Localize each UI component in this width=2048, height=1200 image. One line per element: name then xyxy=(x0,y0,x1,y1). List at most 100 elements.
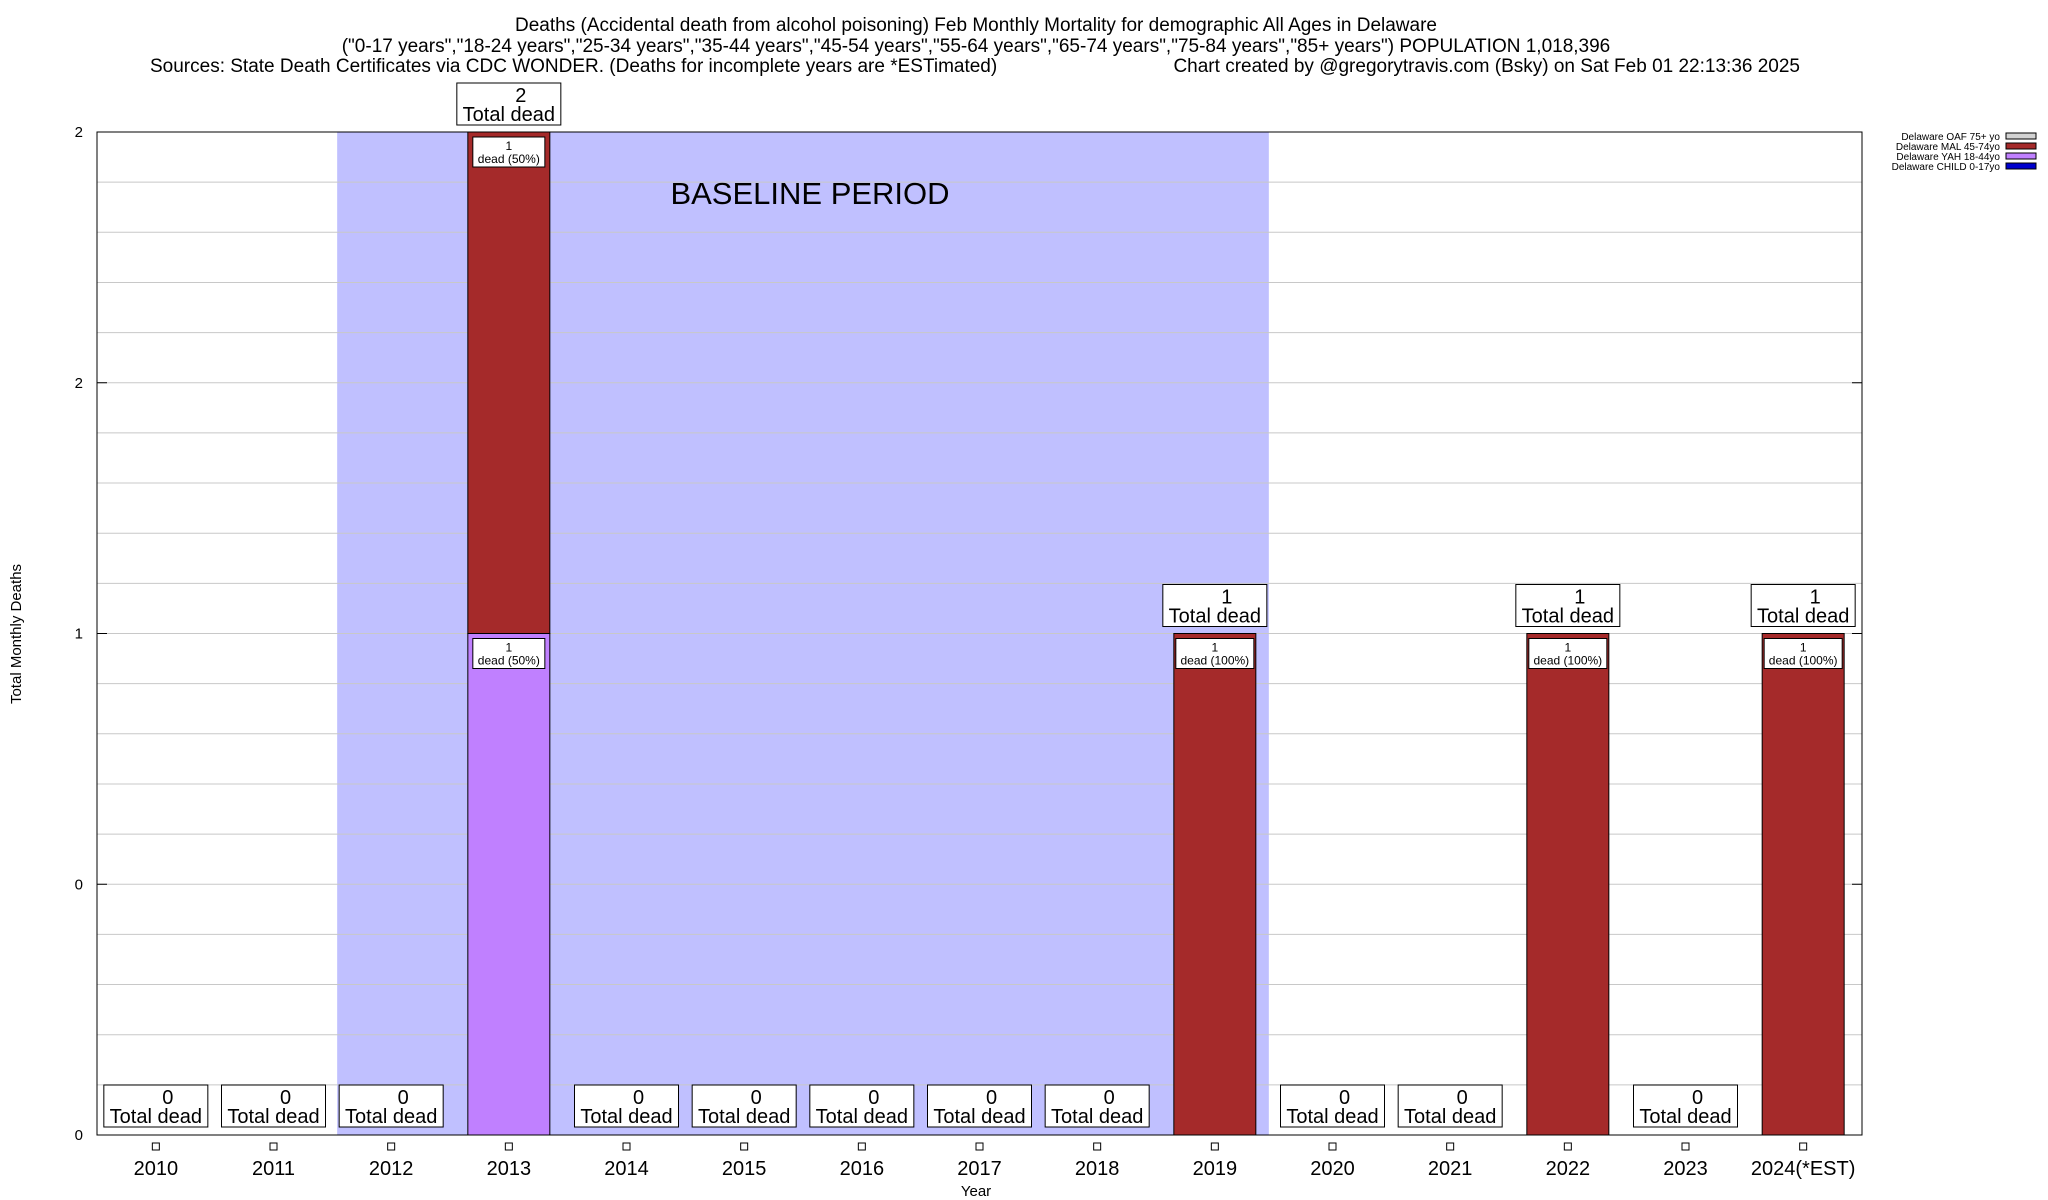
total-label-box xyxy=(1044,1084,1150,1128)
segment-label-count: 1 xyxy=(505,641,512,655)
x-tick-label: 2011 xyxy=(252,1158,295,1180)
title-line-1: Deaths (Accidental death from alcohol po… xyxy=(515,15,1437,36)
baseline-label: BASELINE PERIOD xyxy=(670,176,949,211)
x-tick-label: 2015 xyxy=(722,1158,767,1180)
total-label-value: 0 xyxy=(1457,1087,1468,1109)
total-label-value: 0 xyxy=(162,1087,173,1109)
x-tick-marker xyxy=(1563,1142,1572,1151)
title-line-4: Chart created by @gregorytravis.com (Bsk… xyxy=(1173,56,1800,77)
y-axis-label: Total Monthly Deaths xyxy=(8,564,25,704)
x-tick-label: 2014 xyxy=(604,1158,649,1180)
x-tick-marker xyxy=(269,1142,278,1151)
segment-label-text: dead (100%) xyxy=(1533,654,1602,668)
legend-label: Delaware MAL 45-74yo xyxy=(1896,142,2001,153)
segment-label-count: 1 xyxy=(505,139,512,153)
total-label-text: Total dead xyxy=(1757,606,1849,628)
total-label-text: Total dead xyxy=(816,1106,908,1128)
axes: 0 0 1 2 2 2010 2011 2012 2013 2014 2015 2016 2017 201… xyxy=(8,124,1863,1200)
x-tick-marker xyxy=(1328,1142,1337,1151)
total-label-text: Total dead xyxy=(1051,1106,1143,1128)
total-label-value: 0 xyxy=(986,1087,997,1109)
total-label-box xyxy=(103,1084,209,1128)
total-label-box xyxy=(1633,1084,1738,1128)
x-tick-marker xyxy=(1446,1142,1455,1151)
x-tick-marker xyxy=(622,1142,631,1151)
legend-swatch xyxy=(2005,152,2037,160)
total-label-box xyxy=(1750,584,1856,627)
y-tick-label: 1 xyxy=(75,626,83,643)
legend-label: Delaware YAH 18-44yo xyxy=(1896,152,2000,163)
x-tick-label: 2019 xyxy=(1193,1158,1238,1180)
total-label-box xyxy=(456,82,562,126)
x-tick-label: 2013 xyxy=(487,1158,532,1180)
total-label-value: 0 xyxy=(1104,1087,1115,1109)
total-label-value: 0 xyxy=(1692,1087,1703,1109)
y-tick-label: 0 xyxy=(75,876,83,893)
total-label-box xyxy=(809,1084,915,1128)
total-label-box xyxy=(1515,584,1621,627)
x-tick-label: 2017 xyxy=(957,1158,1002,1180)
total-label-box xyxy=(691,1084,797,1128)
bar-segment xyxy=(1526,633,1610,1136)
legend-swatch xyxy=(2005,142,2037,150)
x-tick-label: 2020 xyxy=(1310,1158,1355,1180)
x-tick-marker xyxy=(151,1142,160,1151)
total-label-value: 0 xyxy=(1339,1087,1350,1109)
title-line-3: Sources: State Death Certificates via CD… xyxy=(150,56,997,77)
x-tick-marker xyxy=(857,1142,866,1151)
segment-label-text: dead (50%) xyxy=(478,654,540,668)
total-label-value: 0 xyxy=(280,1087,291,1109)
segment-label-box xyxy=(1763,638,1843,669)
y-tick-label: 2 xyxy=(75,375,83,392)
bars xyxy=(467,131,1845,1136)
total-label-text: Total dead xyxy=(1639,1106,1731,1128)
segment-label-text: dead (100%) xyxy=(1769,654,1838,668)
x-tick-marker xyxy=(387,1142,396,1151)
x-tick-label: 2022 xyxy=(1546,1158,1591,1180)
x-tick-marker xyxy=(740,1142,749,1151)
total-label-text: Total dead xyxy=(345,1106,437,1128)
segment-label-box xyxy=(1528,638,1608,669)
x-tick-label: 2016 xyxy=(840,1158,885,1180)
segment-label-count: 1 xyxy=(1211,641,1218,655)
total-label-box xyxy=(574,1084,679,1128)
total-label-text: Total dead xyxy=(1404,1106,1496,1128)
x-tick-marker xyxy=(1210,1142,1219,1151)
total-label-text: Total dead xyxy=(1169,606,1261,628)
total-label-value: 0 xyxy=(868,1087,879,1109)
total-label-value: 0 xyxy=(633,1087,644,1109)
total-label-value: 0 xyxy=(751,1087,762,1109)
x-tick-label: 2024(*EST) xyxy=(1751,1158,1856,1180)
segment-label-count: 1 xyxy=(1564,641,1571,655)
segment-label-text: dead (100%) xyxy=(1180,654,1249,668)
bar-segment xyxy=(1173,633,1257,1136)
total-label-box xyxy=(927,1084,1032,1128)
chart-title: Deaths (Accidental death from alcohol po… xyxy=(150,15,1800,77)
legend-label: Delaware OAF 75+ yo xyxy=(1901,132,2000,143)
y-tick-label: 0 xyxy=(75,1127,83,1144)
total-label-box xyxy=(1397,1084,1503,1128)
segment-label-box xyxy=(1175,638,1255,669)
x-tick-label: 2018 xyxy=(1075,1158,1120,1180)
total-label-box xyxy=(1280,1084,1385,1128)
total-label-box xyxy=(338,1084,444,1128)
total-label-text: Total dead xyxy=(1286,1106,1378,1128)
x-tick-label: 2012 xyxy=(369,1158,414,1180)
y-tick-label: 2 xyxy=(75,124,83,141)
total-label-value: 2 xyxy=(515,85,526,107)
legend-swatch xyxy=(2005,162,2037,170)
x-tick-marker xyxy=(1093,1142,1102,1151)
bar-segment xyxy=(1761,633,1845,1136)
x-tick-marker xyxy=(504,1142,513,1151)
plot-frame xyxy=(96,131,1863,1136)
segment-label-text: dead (50%) xyxy=(478,152,540,166)
legend-label: Delaware CHILD 0-17yo xyxy=(1892,162,2001,173)
x-tick-marker xyxy=(1799,1142,1808,1151)
total-label-text: Total dead xyxy=(933,1106,1025,1128)
x-axis-label: Year xyxy=(961,1183,991,1200)
bar-segment xyxy=(467,131,551,634)
segment-label-box xyxy=(472,638,546,669)
total-label-text: Total dead xyxy=(110,1106,202,1128)
total-label-text: Total dead xyxy=(227,1106,319,1128)
total-label-box xyxy=(221,1084,326,1128)
